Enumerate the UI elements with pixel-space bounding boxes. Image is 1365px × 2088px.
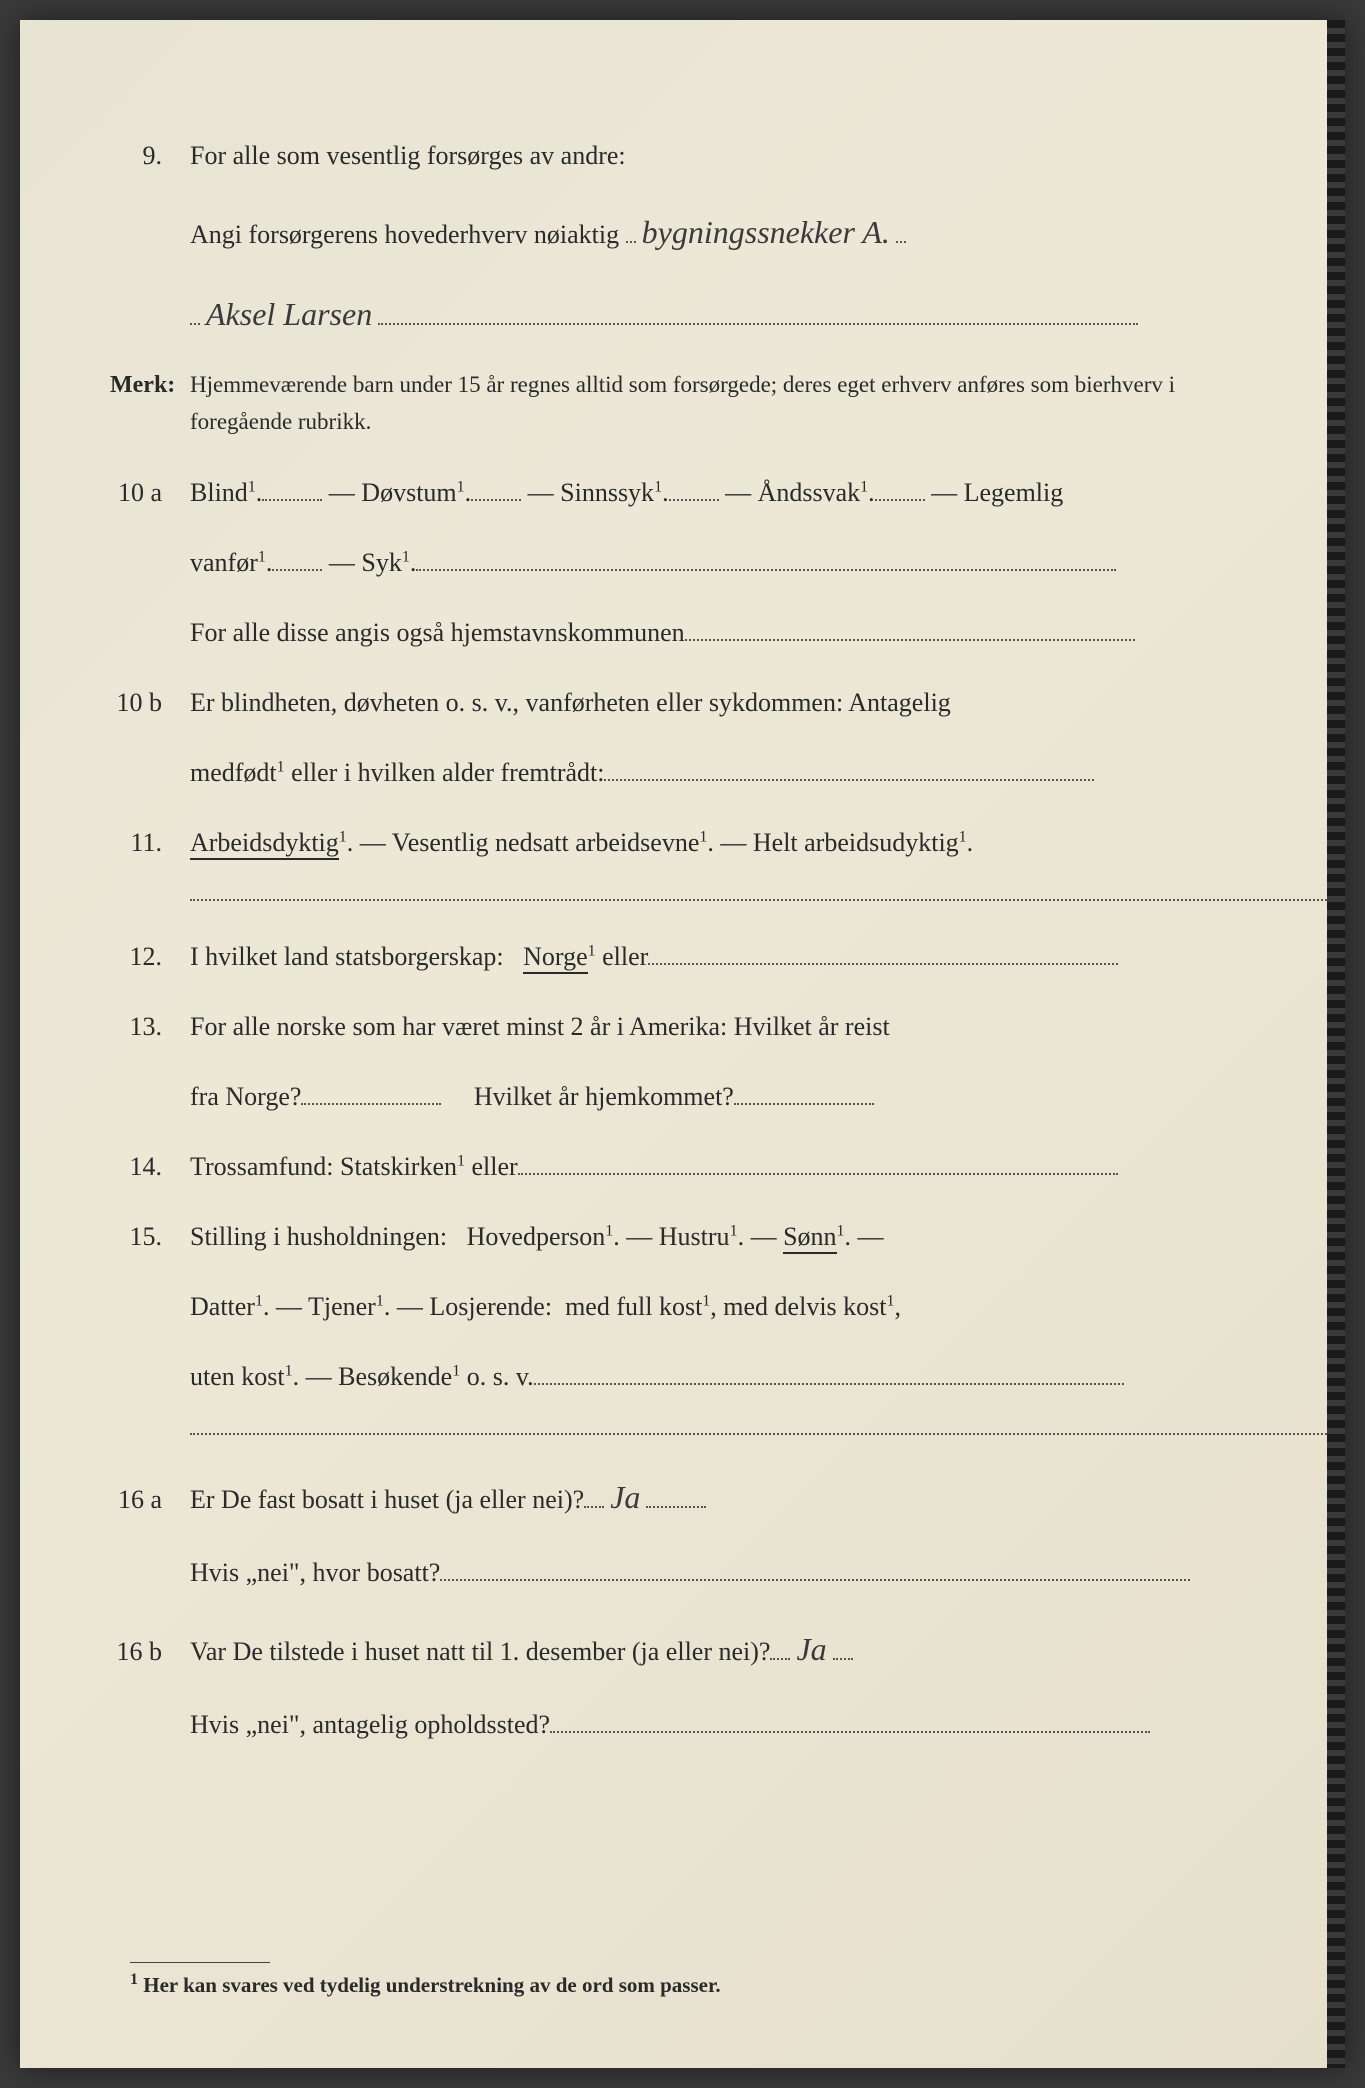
q15-hovedperson: Hovedperson bbox=[467, 1222, 606, 1251]
q16a-line2-text: Hvis „nei", hvor bosatt? bbox=[190, 1558, 440, 1587]
q15-hustru: Hustru bbox=[659, 1222, 730, 1251]
question-16a-line2: Hvis „nei", hvor bosatt? bbox=[110, 1547, 1255, 1599]
q15-full-kost: med full kost bbox=[565, 1292, 702, 1321]
q15-besokende: Besøkende bbox=[338, 1362, 452, 1391]
q13-number: 13. bbox=[110, 1004, 190, 1051]
q10b-number: 10 b bbox=[110, 680, 190, 727]
merk-note: Merk: Hjemmeværende barn under 15 år reg… bbox=[110, 364, 1255, 441]
q11-opt1-underlined: Arbeidsdyktig bbox=[190, 828, 339, 860]
question-9: 9. For alle som vesentlig forsørges av a… bbox=[110, 130, 1255, 182]
q12-number: 12. bbox=[110, 934, 190, 981]
question-15-line3: uten kost1. — Besøkende1 o. s. v. bbox=[110, 1351, 1255, 1403]
question-9-line3: Aksel Larsen bbox=[110, 282, 1255, 346]
question-16b: 16 b Var De tilstede i huset natt til 1.… bbox=[110, 1617, 1255, 1681]
merk-label: Merk: bbox=[110, 364, 190, 407]
q15-delvis-kost: med delvis kost bbox=[723, 1292, 886, 1321]
q15-lead: Stilling i husholdningen: bbox=[190, 1222, 447, 1251]
q10a-number: 10 a bbox=[110, 470, 190, 517]
q13-hjemkommet: Hvilket år hjemkommet? bbox=[474, 1082, 734, 1111]
q10a-opt-andssvak: Åndssvak bbox=[758, 478, 861, 507]
q9-number: 9. bbox=[110, 133, 190, 180]
footnote-text: Her kan svares ved tydelig understreknin… bbox=[143, 1973, 720, 1997]
q15-datter: Datter bbox=[190, 1292, 255, 1321]
q14-number: 14. bbox=[110, 1144, 190, 1191]
q11-number: 11. bbox=[110, 820, 190, 867]
footnote-num: 1 bbox=[130, 1971, 138, 1988]
q16a-text: Er De fast bosatt i huset (ja eller nei)… bbox=[190, 1485, 584, 1514]
q12-text: I hvilket land statsborgerskap: bbox=[190, 942, 504, 971]
q13-fra-norge: fra Norge? bbox=[190, 1082, 301, 1111]
q11-opt3: Helt arbeidsudyktig bbox=[753, 828, 959, 857]
footnote: 1 Her kan svares ved tydelig understrekn… bbox=[130, 1962, 721, 1998]
q12-tail: eller bbox=[596, 942, 649, 971]
question-9-line2: Angi forsørgerens hovederhverv nøiaktig … bbox=[110, 200, 1255, 264]
q15-losjerende: Losjerende: bbox=[429, 1292, 552, 1321]
question-16b-line2: Hvis „nei", antagelig opholdssted? bbox=[110, 1699, 1255, 1751]
q16b-answer: Ja bbox=[790, 1631, 832, 1667]
q16b-text: Var De tilstede i huset natt til 1. dese… bbox=[190, 1637, 770, 1666]
question-15: 15. Stilling i husholdningen: Hovedperso… bbox=[110, 1211, 1255, 1263]
q10b-medfodt: medfødt bbox=[190, 758, 277, 787]
question-10a-tail: For alle disse angis også hjemstavnskomm… bbox=[110, 607, 1255, 659]
q11-opt2: Vesentlig nedsatt arbeidsevne bbox=[392, 828, 700, 857]
q9-prefix: Angi forsørgerens hovederhverv nøiaktig bbox=[190, 220, 619, 249]
question-11: 11. Arbeidsdyktig1. — Vesentlig nedsatt … bbox=[110, 817, 1255, 869]
q12-norge-underlined: Norge bbox=[523, 942, 588, 974]
q14-tail: eller bbox=[465, 1152, 518, 1181]
q15-sonn-underlined: Sønn bbox=[783, 1222, 836, 1254]
q9-answer-1: bygningssnekker A. bbox=[636, 214, 896, 250]
q16a-number: 16 a bbox=[110, 1477, 190, 1524]
question-13: 13. For alle norske som har været minst … bbox=[110, 1001, 1255, 1053]
question-12: 12. I hvilket land statsborgerskap: Norg… bbox=[110, 931, 1255, 983]
q9-answer-2: Aksel Larsen bbox=[200, 296, 378, 332]
q15-osv: o. s. v. bbox=[460, 1362, 533, 1391]
divider-2 bbox=[190, 1433, 1335, 1435]
q16b-line2-text: Hvis „nei", antagelig opholdssted? bbox=[190, 1710, 550, 1739]
footnote-rule bbox=[130, 1962, 270, 1963]
q10a-opt-blind: Blind bbox=[190, 478, 248, 507]
q13-text: For alle norske som har været minst 2 år… bbox=[190, 1001, 1255, 1053]
q16b-number: 16 b bbox=[110, 1629, 190, 1676]
question-14: 14. Trossamfund: Statskirken1 eller bbox=[110, 1141, 1255, 1193]
q10a-opt-sinnssyk: Sinnssyk bbox=[560, 478, 654, 507]
q16a-answer: Ja bbox=[604, 1479, 646, 1515]
q10b-text3: eller i hvilken alder fremtrådt: bbox=[285, 758, 605, 787]
merk-text: Hjemmeværende barn under 15 år regnes al… bbox=[190, 367, 1255, 441]
q15-uten-kost: uten kost bbox=[190, 1362, 285, 1391]
question-10b: 10 b Er blindheten, døvheten o. s. v., v… bbox=[110, 677, 1255, 729]
q10b-text1: Er blindheten, døvheten o. s. v., vanfør… bbox=[190, 677, 1255, 729]
q10a-tail-text: For alle disse angis også hjemstavnskomm… bbox=[190, 618, 685, 647]
q10a-opt-syk: Syk bbox=[361, 548, 401, 577]
q15-number: 15. bbox=[110, 1214, 190, 1261]
question-10a-line2: vanfør1. — Syk1. bbox=[110, 537, 1255, 589]
question-10b-line2: medfødt1 eller i hvilken alder fremtrådt… bbox=[110, 747, 1255, 799]
divider-1 bbox=[190, 899, 1335, 901]
census-form-page: 9. For alle som vesentlig forsørges av a… bbox=[20, 20, 1345, 2068]
q10a-opt-dovstum: Døvstum bbox=[361, 478, 456, 507]
q9-line1: For alle som vesentlig forsørges av andr… bbox=[190, 130, 1255, 182]
q14-text: Trossamfund: Statskirken bbox=[190, 1152, 457, 1181]
q15-tjener: Tjener bbox=[308, 1292, 376, 1321]
question-10a: 10 a Blind1. — Døvstum1. — Sinnssyk1. — … bbox=[110, 467, 1255, 519]
question-15-line2: Datter1. — Tjener1. — Losjerende: med fu… bbox=[110, 1281, 1255, 1333]
question-16a: 16 a Er De fast bosatt i huset (ja eller… bbox=[110, 1465, 1255, 1529]
question-13-line2: fra Norge? Hvilket år hjemkommet? bbox=[110, 1071, 1255, 1123]
